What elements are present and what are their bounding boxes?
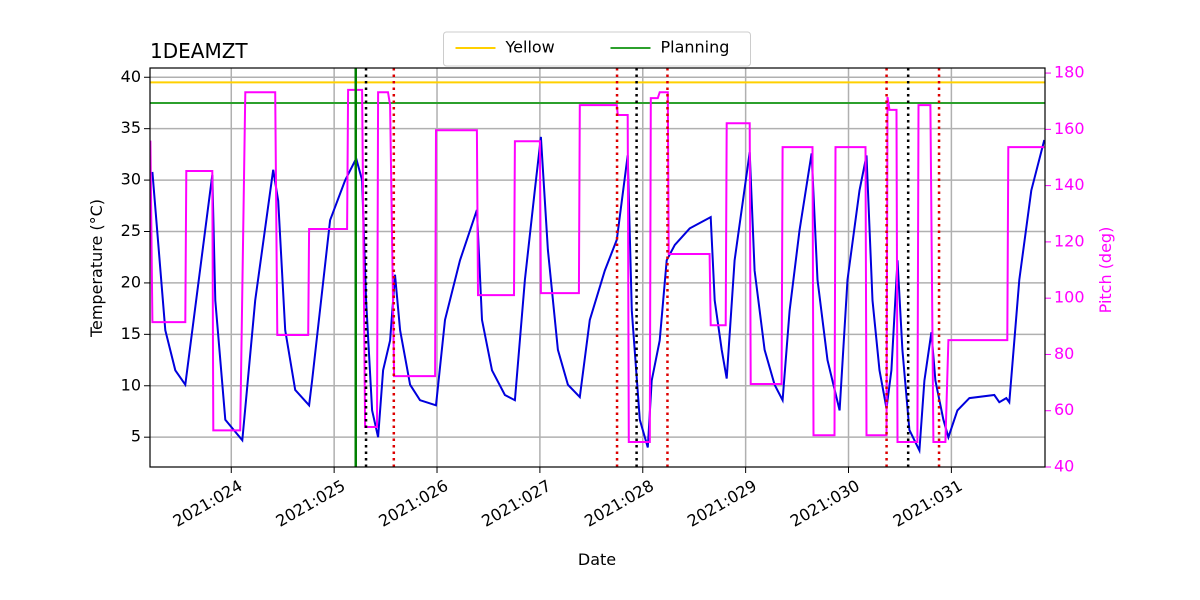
x-tick-label: 2021:028: [581, 476, 657, 531]
x-tick-label: 2021:029: [684, 476, 760, 531]
y-tick-label: 35: [121, 118, 141, 137]
legend-box: [443, 31, 751, 67]
y2-tick-label: 180: [1054, 63, 1085, 82]
y2-tick-label: 160: [1054, 119, 1085, 138]
x-tick-label: 2021:030: [787, 476, 863, 531]
y-tick-label: 30: [121, 170, 141, 189]
legend: Yellow Planning: [443, 31, 751, 67]
legend-label: Yellow: [505, 38, 555, 57]
plot-frame: [149, 67, 1046, 468]
y2-tick-label: 100: [1054, 288, 1085, 307]
y-tick-label: 20: [121, 272, 141, 291]
x-tick-label: 2021:024: [170, 476, 246, 531]
y-axis-label: Temperature (°C): [87, 199, 106, 338]
x-tick-label: 2021:025: [273, 476, 349, 531]
y-tick-label: 5: [131, 427, 141, 446]
legend-label: Planning: [661, 38, 730, 57]
data-line: [151, 136, 1045, 455]
y-tick-label: 10: [121, 375, 141, 394]
data-line: [150, 88, 1045, 443]
y2-axis-label: Pitch (deg): [1096, 227, 1115, 314]
x-axis-label: Date: [578, 550, 616, 569]
y2-tick-label: 80: [1054, 344, 1074, 363]
y2-tick-label: 40: [1054, 457, 1074, 476]
x-tick-label: 2021:026: [375, 476, 451, 531]
y2-tick-label: 140: [1054, 175, 1085, 194]
y2-tick-label: 60: [1054, 400, 1074, 419]
x-tick-label: 2021:031: [890, 476, 966, 531]
chart-title: 1DEAMZT: [150, 39, 248, 63]
y-tick-label: 40: [121, 67, 141, 86]
y-tick-label: 25: [121, 221, 141, 240]
y-tick-label: 15: [121, 324, 141, 343]
y2-tick-label: 120: [1054, 231, 1085, 250]
x-tick-label: 2021:027: [478, 476, 554, 531]
